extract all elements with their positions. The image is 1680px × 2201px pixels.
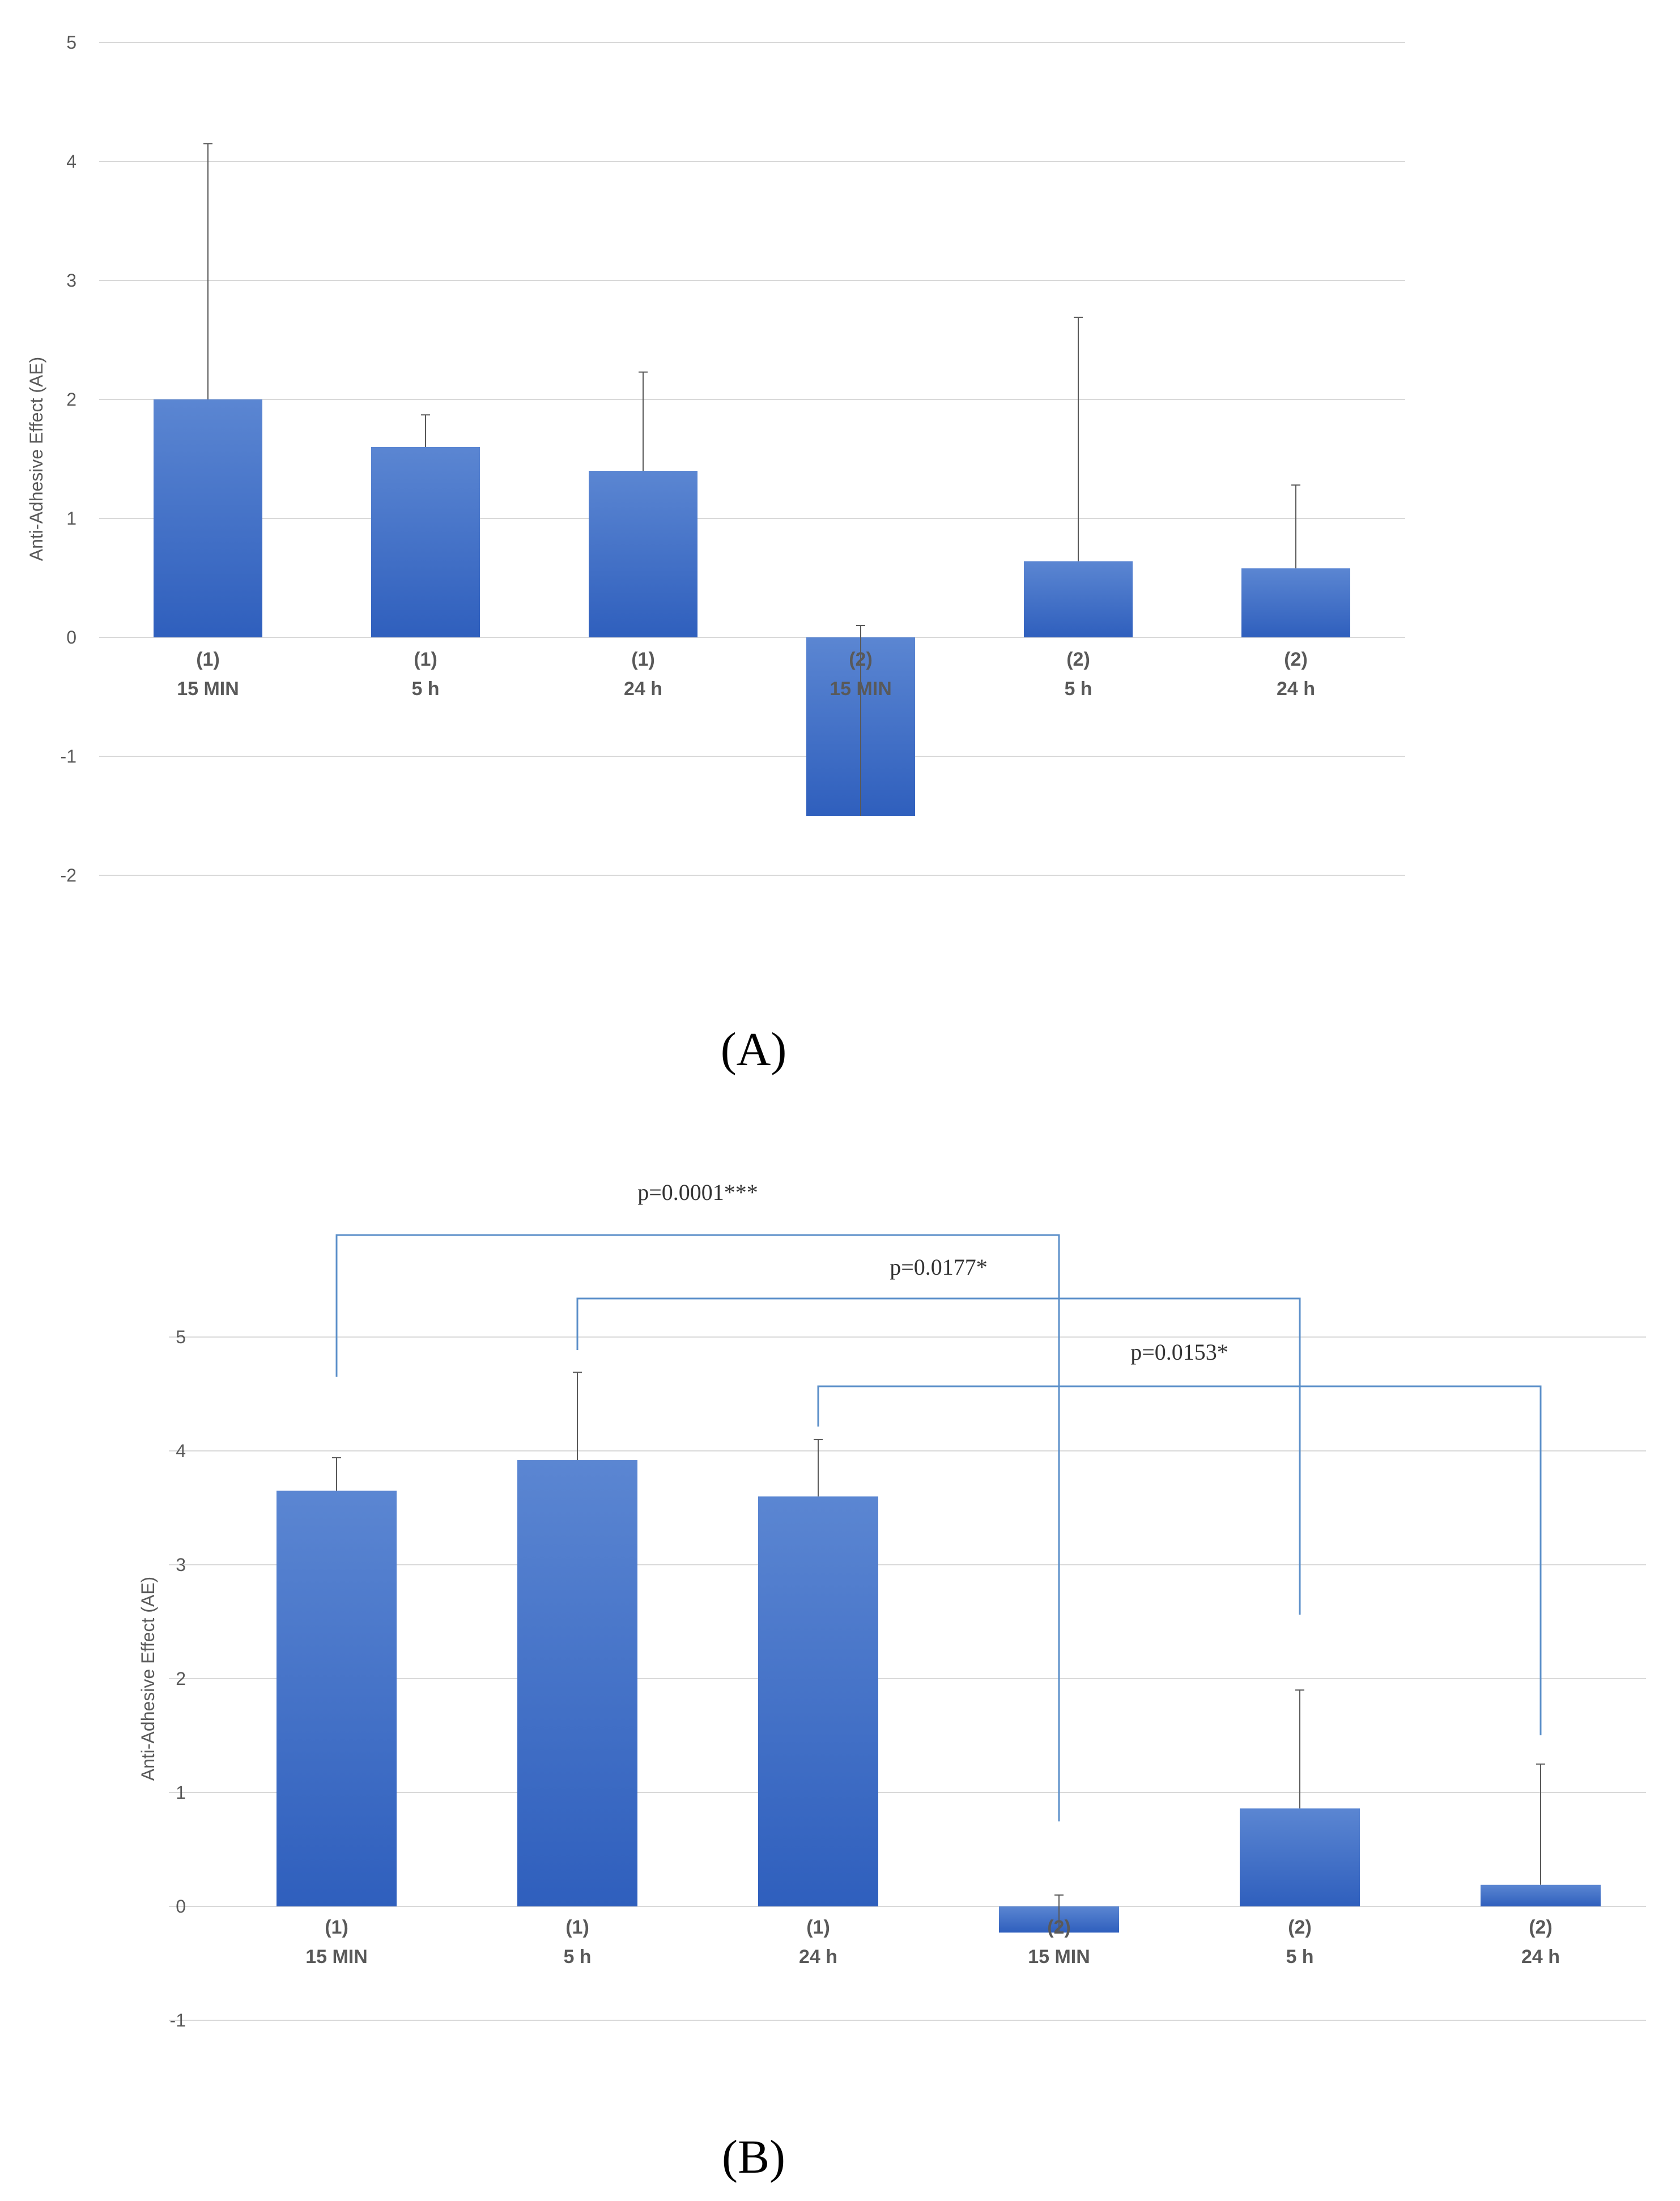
- y-tick-label: 0: [176, 1896, 186, 1917]
- y-tick-label: 2: [66, 389, 76, 410]
- panel-label: (A): [721, 1023, 787, 1076]
- y-tick-label: 0: [66, 627, 76, 648]
- significance-label: p=0.0153*: [1130, 1339, 1228, 1365]
- bar: [277, 1491, 397, 1906]
- panel-b-chart: -1 0 1 2 3 4 5 Anti-Adhesive Effect (AE) (1) 15 M…: [138, 1180, 1646, 2183]
- significance-label: p=0.0177*: [890, 1254, 988, 1280]
- x-category-time-label: 24 h: [799, 1946, 837, 1968]
- x-category-time-label: 15 MIN: [1028, 1946, 1090, 1968]
- bar: [517, 1460, 637, 1906]
- y-tick-label: 4: [66, 151, 76, 172]
- y-tick-label: 1: [66, 508, 76, 529]
- x-category-group-label: (2): [1288, 1917, 1312, 1938]
- y-tick-label: 2: [176, 1668, 186, 1689]
- x-category-time-label: 5 h: [411, 678, 439, 700]
- x-category-time-label: 15 MIN: [177, 678, 239, 700]
- y-tick-label: 1: [176, 1782, 186, 1803]
- y-tick-label: -1: [170, 2010, 186, 2030]
- y-tick-label: 3: [176, 1555, 186, 1575]
- panel-label: (B): [722, 2131, 785, 2183]
- bar: [1241, 568, 1350, 637]
- bar: [1481, 1884, 1601, 1906]
- x-category-time-label: 5 h: [1064, 678, 1092, 700]
- y-tick-label: 3: [66, 270, 76, 291]
- x-category-group-label: (2): [1284, 649, 1308, 670]
- panel-a-chart: -2 -1 0 1 2 3 4 5 Anti-Adhesive Effect (AE) (1) 15…: [26, 32, 1405, 1076]
- significance-bracket: [576, 1297, 1301, 1615]
- x-category-group-label: (1): [631, 649, 655, 670]
- x-category-time-label: 24 h: [624, 678, 662, 700]
- y-tick-label: 5: [176, 1327, 186, 1347]
- significance-bracket: [335, 1234, 1060, 1821]
- bar: [758, 1496, 878, 1906]
- x-category-group-label: (1): [414, 649, 437, 670]
- x-category-group-label: (1): [325, 1917, 348, 1938]
- bar: [154, 399, 262, 637]
- x-category-time-label: 5 h: [563, 1946, 591, 1968]
- x-category-group-label: (1): [196, 649, 220, 670]
- x-category-time-label: 15 MIN: [305, 1946, 368, 1968]
- bar: [1240, 1808, 1360, 1906]
- x-category-time-label: 5 h: [1286, 1946, 1313, 1968]
- y-axis-label: Anti-Adhesive Effect (AE): [26, 357, 46, 561]
- x-category-group-label: (1): [806, 1917, 830, 1938]
- y-tick-label: 4: [176, 1441, 186, 1461]
- significance-label: p=0.0001***: [637, 1180, 758, 1205]
- y-tick-label: -2: [61, 865, 76, 885]
- x-category-time-label: 24 h: [1277, 678, 1315, 700]
- y-tick-label: 5: [66, 32, 76, 53]
- y-axis-label: Anti-Adhesive Effect (AE): [138, 1577, 158, 1781]
- bar: [371, 447, 480, 637]
- significance-bracket: [817, 1385, 1542, 1735]
- x-category-group-label: (2): [1066, 649, 1090, 670]
- bar: [1024, 561, 1133, 637]
- bar: [589, 471, 697, 637]
- x-category-group-label: (2): [1529, 1917, 1553, 1938]
- x-category-group-label: (1): [565, 1917, 589, 1938]
- y-tick-label: -1: [61, 746, 76, 767]
- x-category-time-label: 24 h: [1521, 1946, 1560, 1968]
